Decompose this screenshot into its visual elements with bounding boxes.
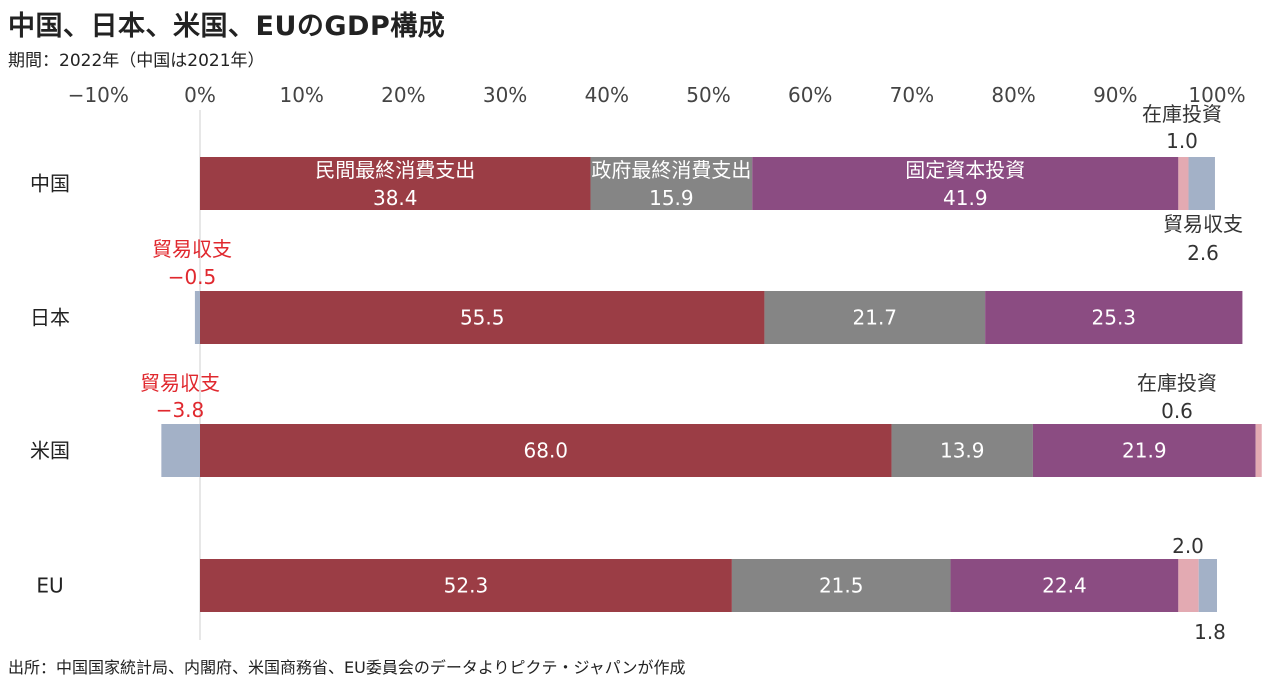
data-label: 68.0 [524,439,569,463]
bar-segment-government [891,424,1033,477]
x-tick-label: 0% [184,83,216,107]
inventory-value-us: 0.6 [1161,399,1193,423]
x-tick-label: 70% [890,83,934,107]
data-label: 41.9 [943,186,988,210]
source-note: 出所：中国国家統計局、内閣府、米国商務省、EU委員会のデータよりピクテ・ジャパン… [8,658,686,677]
data-label: 25.3 [1092,306,1137,330]
inventory-value-china: 1.0 [1166,129,1198,153]
inventory-label-china: 在庫投資 [1142,102,1222,126]
x-tick-label: 50% [686,83,730,107]
x-tick-label: 10% [279,83,323,107]
category-label: 中国 [30,172,70,196]
segment-name-label: 政府最終消費支出 [591,158,751,182]
data-label: 22.4 [1042,574,1087,598]
bar-segment-trade [194,291,200,344]
inventory-value-eu: 2.0 [1172,534,1204,558]
bar-segment-inventory [1255,424,1262,477]
segment-name-label: 固定資本投資 [905,158,1025,182]
trade-value-japan: −0.5 [168,265,217,289]
x-tick-label: 30% [483,83,527,107]
x-tick-label: 40% [585,83,629,107]
trade-label-us: 貿易収支 [140,371,220,395]
data-label: 21.9 [1122,439,1167,463]
data-label: 15.9 [649,186,694,210]
bar-segment-private [200,157,591,210]
bar-segment-inventory [1178,157,1189,210]
bar-segment-fixed [752,157,1179,210]
bar-segment-fixed [1032,424,1256,477]
inventory-label-us: 在庫投資 [1137,371,1217,395]
segment-name-label: 民間最終消費支出 [315,158,475,182]
trade-value-us: −3.8 [156,398,205,422]
category-label: 米国 [30,439,70,463]
trade-label-japan: 貿易収支 [152,237,232,261]
category-label: 日本 [30,306,70,330]
bar-segment-fixed [985,291,1243,344]
category-label: EU [36,574,63,598]
bar-segment-private [200,291,765,344]
trade-label-china: 貿易収支 [1163,212,1243,236]
bar-segment-government [731,559,951,612]
x-tick-label: 20% [381,83,425,107]
chart-subtitle: 期間：2022年（中国は2021年） [8,51,265,71]
chart-title: 中国、日本、米国、EUのGDP構成 [8,11,446,42]
data-label: 21.5 [819,574,864,598]
x-tick-label: 90% [1093,83,1137,107]
x-tick-label: 100% [1188,83,1245,107]
data-label: 38.4 [373,186,418,210]
x-tick-label: −10% [68,83,129,107]
data-label: 13.9 [940,439,985,463]
trade-value-eu: 1.8 [1194,620,1226,644]
bar-segment-government [590,157,753,210]
bar-segment-government [764,291,986,344]
x-tick-label: 60% [788,83,832,107]
bar-segment-fixed [950,559,1179,612]
bar-segment-trade [1188,157,1215,210]
x-tick-label: 80% [991,83,1035,107]
data-label: 52.3 [444,574,489,598]
data-label: 55.5 [460,306,505,330]
trade-value-china: 2.6 [1187,241,1219,265]
bar-segment-trade [161,424,200,477]
bar-segment-private [200,424,892,477]
bar-segment-trade [1198,559,1217,612]
bar-segment-inventory [1178,559,1199,612]
data-label: 21.7 [853,306,898,330]
bar-segment-private [200,559,732,612]
